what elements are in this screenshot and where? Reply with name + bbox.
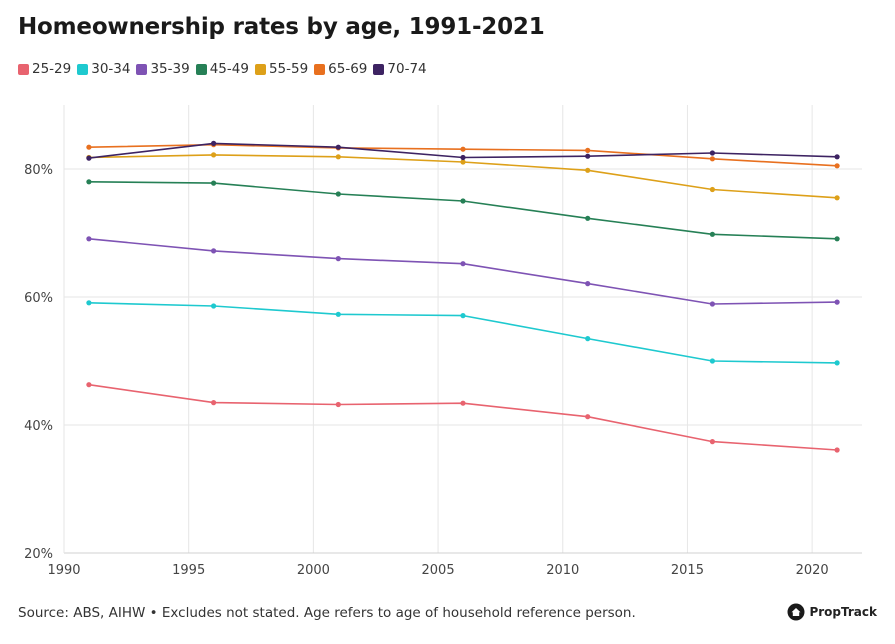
data-point-45-49 bbox=[211, 180, 217, 186]
data-point-70-74 bbox=[834, 154, 840, 160]
y-tick-label: 20% bbox=[24, 547, 53, 562]
data-point-45-49 bbox=[335, 191, 341, 197]
data-point-30-34 bbox=[86, 300, 92, 306]
data-point-25-29 bbox=[211, 400, 217, 406]
data-point-30-34 bbox=[585, 336, 591, 342]
legend-item: 25-29 bbox=[18, 61, 71, 77]
legend-item: 35-39 bbox=[136, 61, 190, 77]
x-tick-label: 2010 bbox=[546, 563, 579, 578]
data-point-30-34 bbox=[834, 360, 840, 366]
legend-label: 35-39 bbox=[150, 61, 190, 77]
data-point-30-34 bbox=[460, 313, 466, 319]
data-point-35-39 bbox=[834, 299, 840, 305]
chart-title: Homeownership rates by age, 1991-2021 bbox=[18, 14, 545, 40]
legend-swatch bbox=[254, 63, 266, 75]
data-point-35-39 bbox=[211, 248, 217, 254]
brand-name: PropTrack bbox=[809, 605, 877, 619]
data-point-35-39 bbox=[709, 301, 716, 307]
y-tick-label: 80% bbox=[24, 163, 53, 178]
data-point-55-59 bbox=[834, 195, 840, 201]
data-point-25-29 bbox=[460, 400, 466, 406]
data-point-25-29 bbox=[335, 401, 341, 408]
data-point-55-59 bbox=[460, 159, 466, 165]
legend: 25-29 30-34 35-39 45-49 55-59 65-69 70-74 bbox=[18, 61, 433, 77]
y-tick-label: 40% bbox=[24, 419, 53, 434]
legend-label: 70-74 bbox=[387, 61, 427, 77]
data-point-55-59 bbox=[335, 154, 341, 160]
x-tick-label: 2005 bbox=[422, 563, 455, 578]
data-point-30-34 bbox=[709, 358, 716, 364]
data-point-35-39 bbox=[460, 261, 466, 267]
data-point-65-69 bbox=[460, 146, 466, 152]
data-point-70-74 bbox=[709, 150, 716, 156]
data-point-70-74 bbox=[460, 154, 466, 161]
data-point-55-59 bbox=[709, 186, 716, 193]
legend-label: 25-29 bbox=[32, 61, 72, 77]
data-point-70-74 bbox=[585, 153, 591, 159]
x-tick-label: 2015 bbox=[671, 563, 704, 578]
data-point-45-49 bbox=[709, 231, 716, 237]
data-point-35-39 bbox=[585, 281, 591, 287]
legend-swatch bbox=[136, 63, 148, 75]
data-point-45-49 bbox=[585, 215, 591, 221]
data-point-45-49 bbox=[460, 198, 466, 204]
data-point-25-29 bbox=[709, 439, 716, 445]
x-tick-label: 1990 bbox=[47, 563, 80, 578]
data-point-25-29 bbox=[86, 382, 92, 388]
legend-swatch bbox=[77, 63, 89, 75]
data-point-70-74 bbox=[335, 144, 341, 150]
legend-label: 65-69 bbox=[328, 61, 368, 77]
legend-swatch bbox=[18, 63, 29, 75]
series-line-25-29 bbox=[88, 383, 838, 451]
brand-logo: PropTrack bbox=[787, 603, 877, 621]
legend-label: 45-49 bbox=[209, 61, 249, 77]
data-point-55-59 bbox=[211, 152, 217, 158]
data-point-65-69 bbox=[834, 163, 840, 169]
data-point-55-59 bbox=[585, 167, 591, 173]
series-line-30-34 bbox=[88, 302, 838, 364]
data-point-30-34 bbox=[211, 303, 217, 309]
y-tick-label: 60% bbox=[24, 291, 53, 306]
legend-swatch bbox=[195, 63, 207, 75]
legend-item: 30-34 bbox=[77, 61, 130, 77]
x-tick-label: 2020 bbox=[796, 563, 829, 578]
legend-label: 55-59 bbox=[268, 61, 309, 77]
data-point-25-29 bbox=[834, 447, 840, 453]
data-point-35-39 bbox=[86, 236, 92, 242]
data-point-45-49 bbox=[86, 179, 92, 185]
legend-item: 45-49 bbox=[195, 61, 249, 77]
data-point-65-69 bbox=[709, 156, 716, 162]
house-icon bbox=[787, 603, 805, 621]
x-tick-label: 1995 bbox=[172, 563, 205, 578]
legend-item: 70-74 bbox=[373, 61, 427, 77]
data-point-45-49 bbox=[834, 236, 840, 242]
data-point-35-39 bbox=[335, 256, 341, 262]
legend-item: 65-69 bbox=[314, 61, 367, 77]
data-point-65-69 bbox=[86, 144, 92, 150]
legend-item: 55-59 bbox=[254, 61, 309, 77]
legend-swatch bbox=[373, 63, 385, 75]
series-line-35-39 bbox=[88, 238, 838, 305]
data-point-70-74 bbox=[86, 155, 92, 161]
x-tick-label: 2000 bbox=[297, 563, 330, 578]
data-point-65-69 bbox=[585, 147, 591, 153]
legend-label: 30-34 bbox=[91, 61, 131, 77]
legend-swatch bbox=[314, 63, 326, 75]
data-point-30-34 bbox=[335, 311, 341, 317]
data-point-70-74 bbox=[211, 140, 217, 146]
data-point-25-29 bbox=[585, 414, 591, 420]
source-note: Source: ABS, AIHW • Excludes not stated.… bbox=[18, 605, 636, 621]
